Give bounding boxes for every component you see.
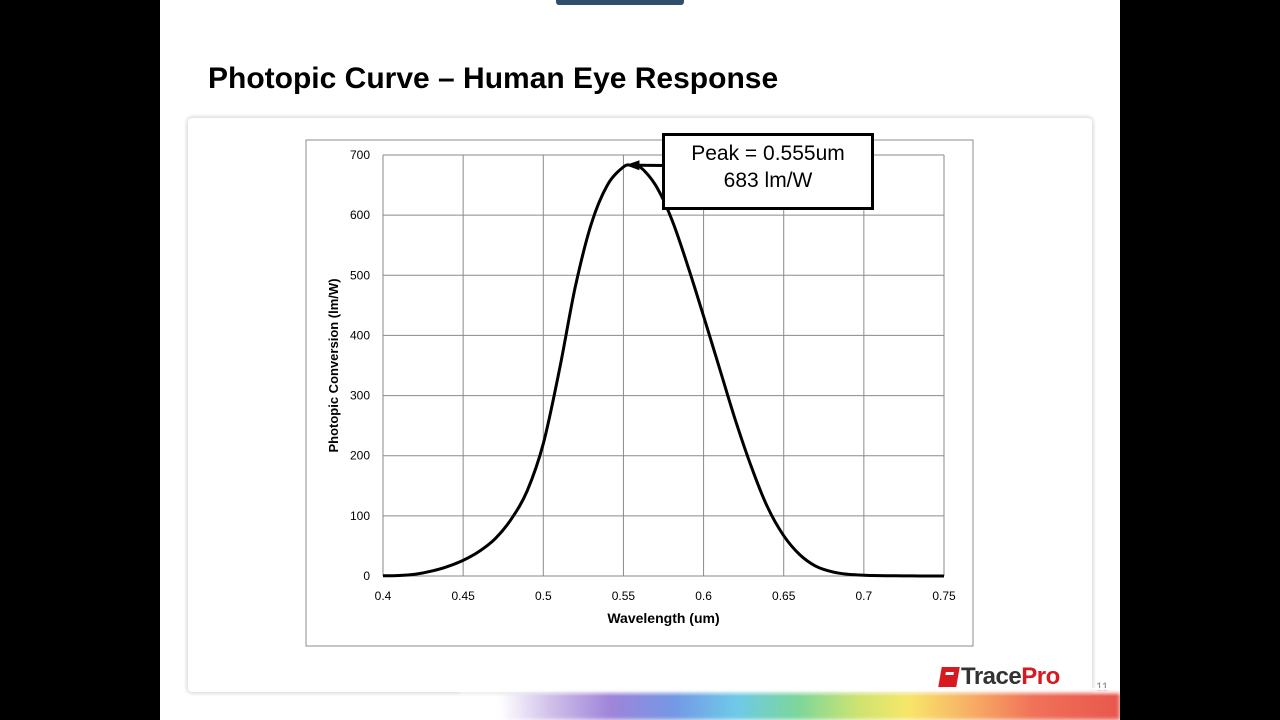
y-tick-label: 0 <box>363 569 370 583</box>
tracepro-logo-icon <box>938 667 960 687</box>
x-tick-label: 0.7 <box>856 589 873 603</box>
x-tick-label: 0.6 <box>695 589 712 603</box>
y-tick-label: 500 <box>350 268 370 282</box>
peak-arrow-head <box>625 160 640 171</box>
x-tick-label: 0.5 <box>535 589 552 603</box>
y-tick-label: 600 <box>350 208 370 222</box>
chart-area <box>305 139 974 647</box>
y-tick-label: 200 <box>350 449 370 463</box>
x-tick-label: 0.55 <box>612 589 636 603</box>
y-tick-label: 400 <box>350 328 370 342</box>
y-axis-title: Photopic Conversion (lm/W) <box>326 278 341 452</box>
peak-callout-line2: 683 lm/W <box>723 169 813 192</box>
y-tick-label: 300 <box>350 389 370 403</box>
series-line-0 <box>382 163 944 578</box>
x-axis-title: Wavelength (um) <box>607 610 719 626</box>
y-tick-label: 700 <box>350 148 370 162</box>
slide: Photopic Curve – Human Eye Response 0 100… <box>160 0 1120 720</box>
x-tick-label: 0.65 <box>772 589 796 603</box>
tracepro-logo: TracePro <box>938 663 1060 691</box>
y-tick-label: 100 <box>350 509 370 523</box>
x-tick-label: 0.4 <box>375 589 392 603</box>
slide-title: Photopic Curve – Human Eye Response <box>208 62 779 95</box>
peak-callout: Peak = 0.555um 683 lm/W <box>662 133 874 210</box>
spectrum-decoration <box>500 692 1120 720</box>
x-tick-label: 0.45 <box>451 589 475 603</box>
top-tab <box>556 0 684 5</box>
x-tick-label: 0.75 <box>932 589 956 603</box>
peak-callout-line1: Peak = 0.555um <box>691 142 845 165</box>
photopic-chart: 0 100 200 300 400 500 600 700 0.4 0.45 0.5 0.55 0.6 0… <box>305 139 974 647</box>
